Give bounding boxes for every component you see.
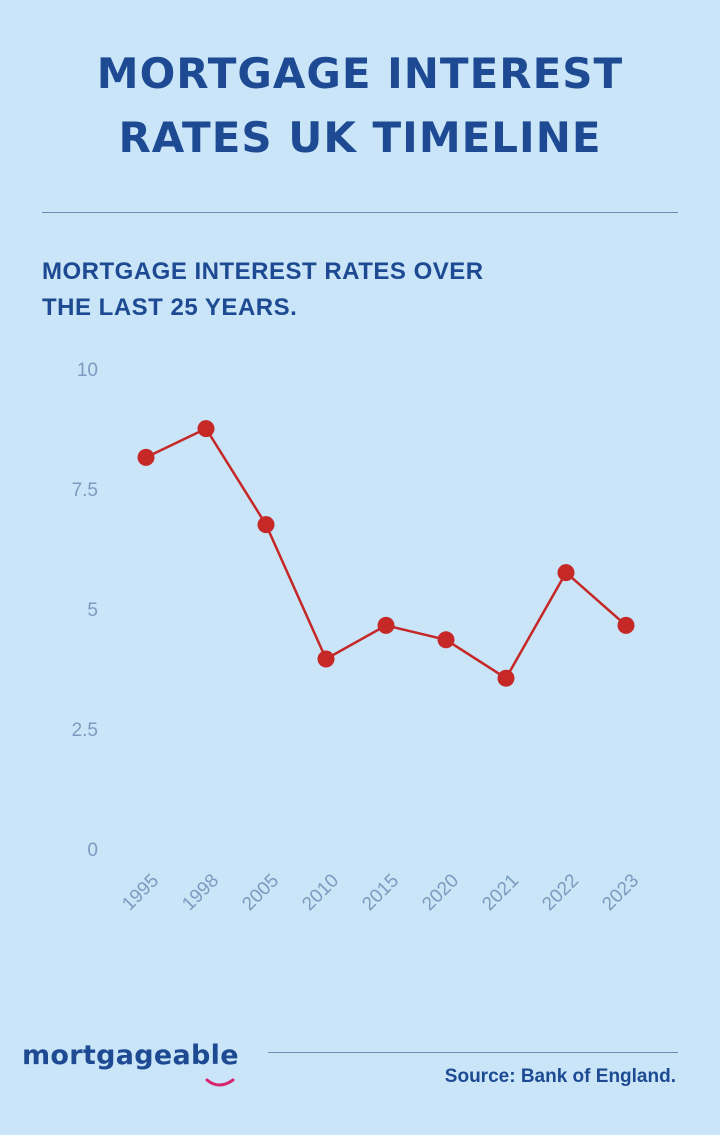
subtitle: MORTGAGE INTEREST RATES OVER THE LAST 25… [42, 258, 484, 321]
line [145, 426, 627, 680]
point [377, 616, 395, 634]
divider [42, 212, 678, 213]
y-tick-label: 10 [77, 360, 98, 381]
point [317, 650, 335, 668]
point [137, 448, 155, 466]
x-tick-label: 2015 [358, 870, 403, 915]
source: Source: Bank of England. [444, 1066, 676, 1087]
point [437, 631, 455, 649]
x-tick-label: 2022 [538, 870, 583, 915]
divider [268, 1052, 678, 1053]
point [197, 420, 215, 438]
point [497, 669, 515, 687]
title: MORTGAGE INTEREST RATES UK TIMELINE [96, 49, 624, 162]
x-tick-label: 2010 [298, 870, 343, 915]
y-tick-label: 5 [87, 600, 98, 621]
point [617, 616, 635, 634]
point [257, 516, 275, 534]
x-tick-label: 2020 [418, 870, 463, 915]
y-tick-label: 2.5 [72, 720, 98, 741]
y-tick-label: 7.5 [72, 480, 98, 501]
x-tick-label: 2023 [598, 870, 643, 915]
x-tick-label: 1995 [118, 870, 163, 915]
x-tick-label: 1998 [178, 870, 223, 915]
x-tick-label: 2005 [238, 870, 283, 915]
y-tick-label: 0 [87, 840, 98, 861]
point [557, 564, 575, 582]
x-tick-label: 2021 [478, 870, 523, 915]
brand-logo: mortgageable [22, 1040, 239, 1071]
